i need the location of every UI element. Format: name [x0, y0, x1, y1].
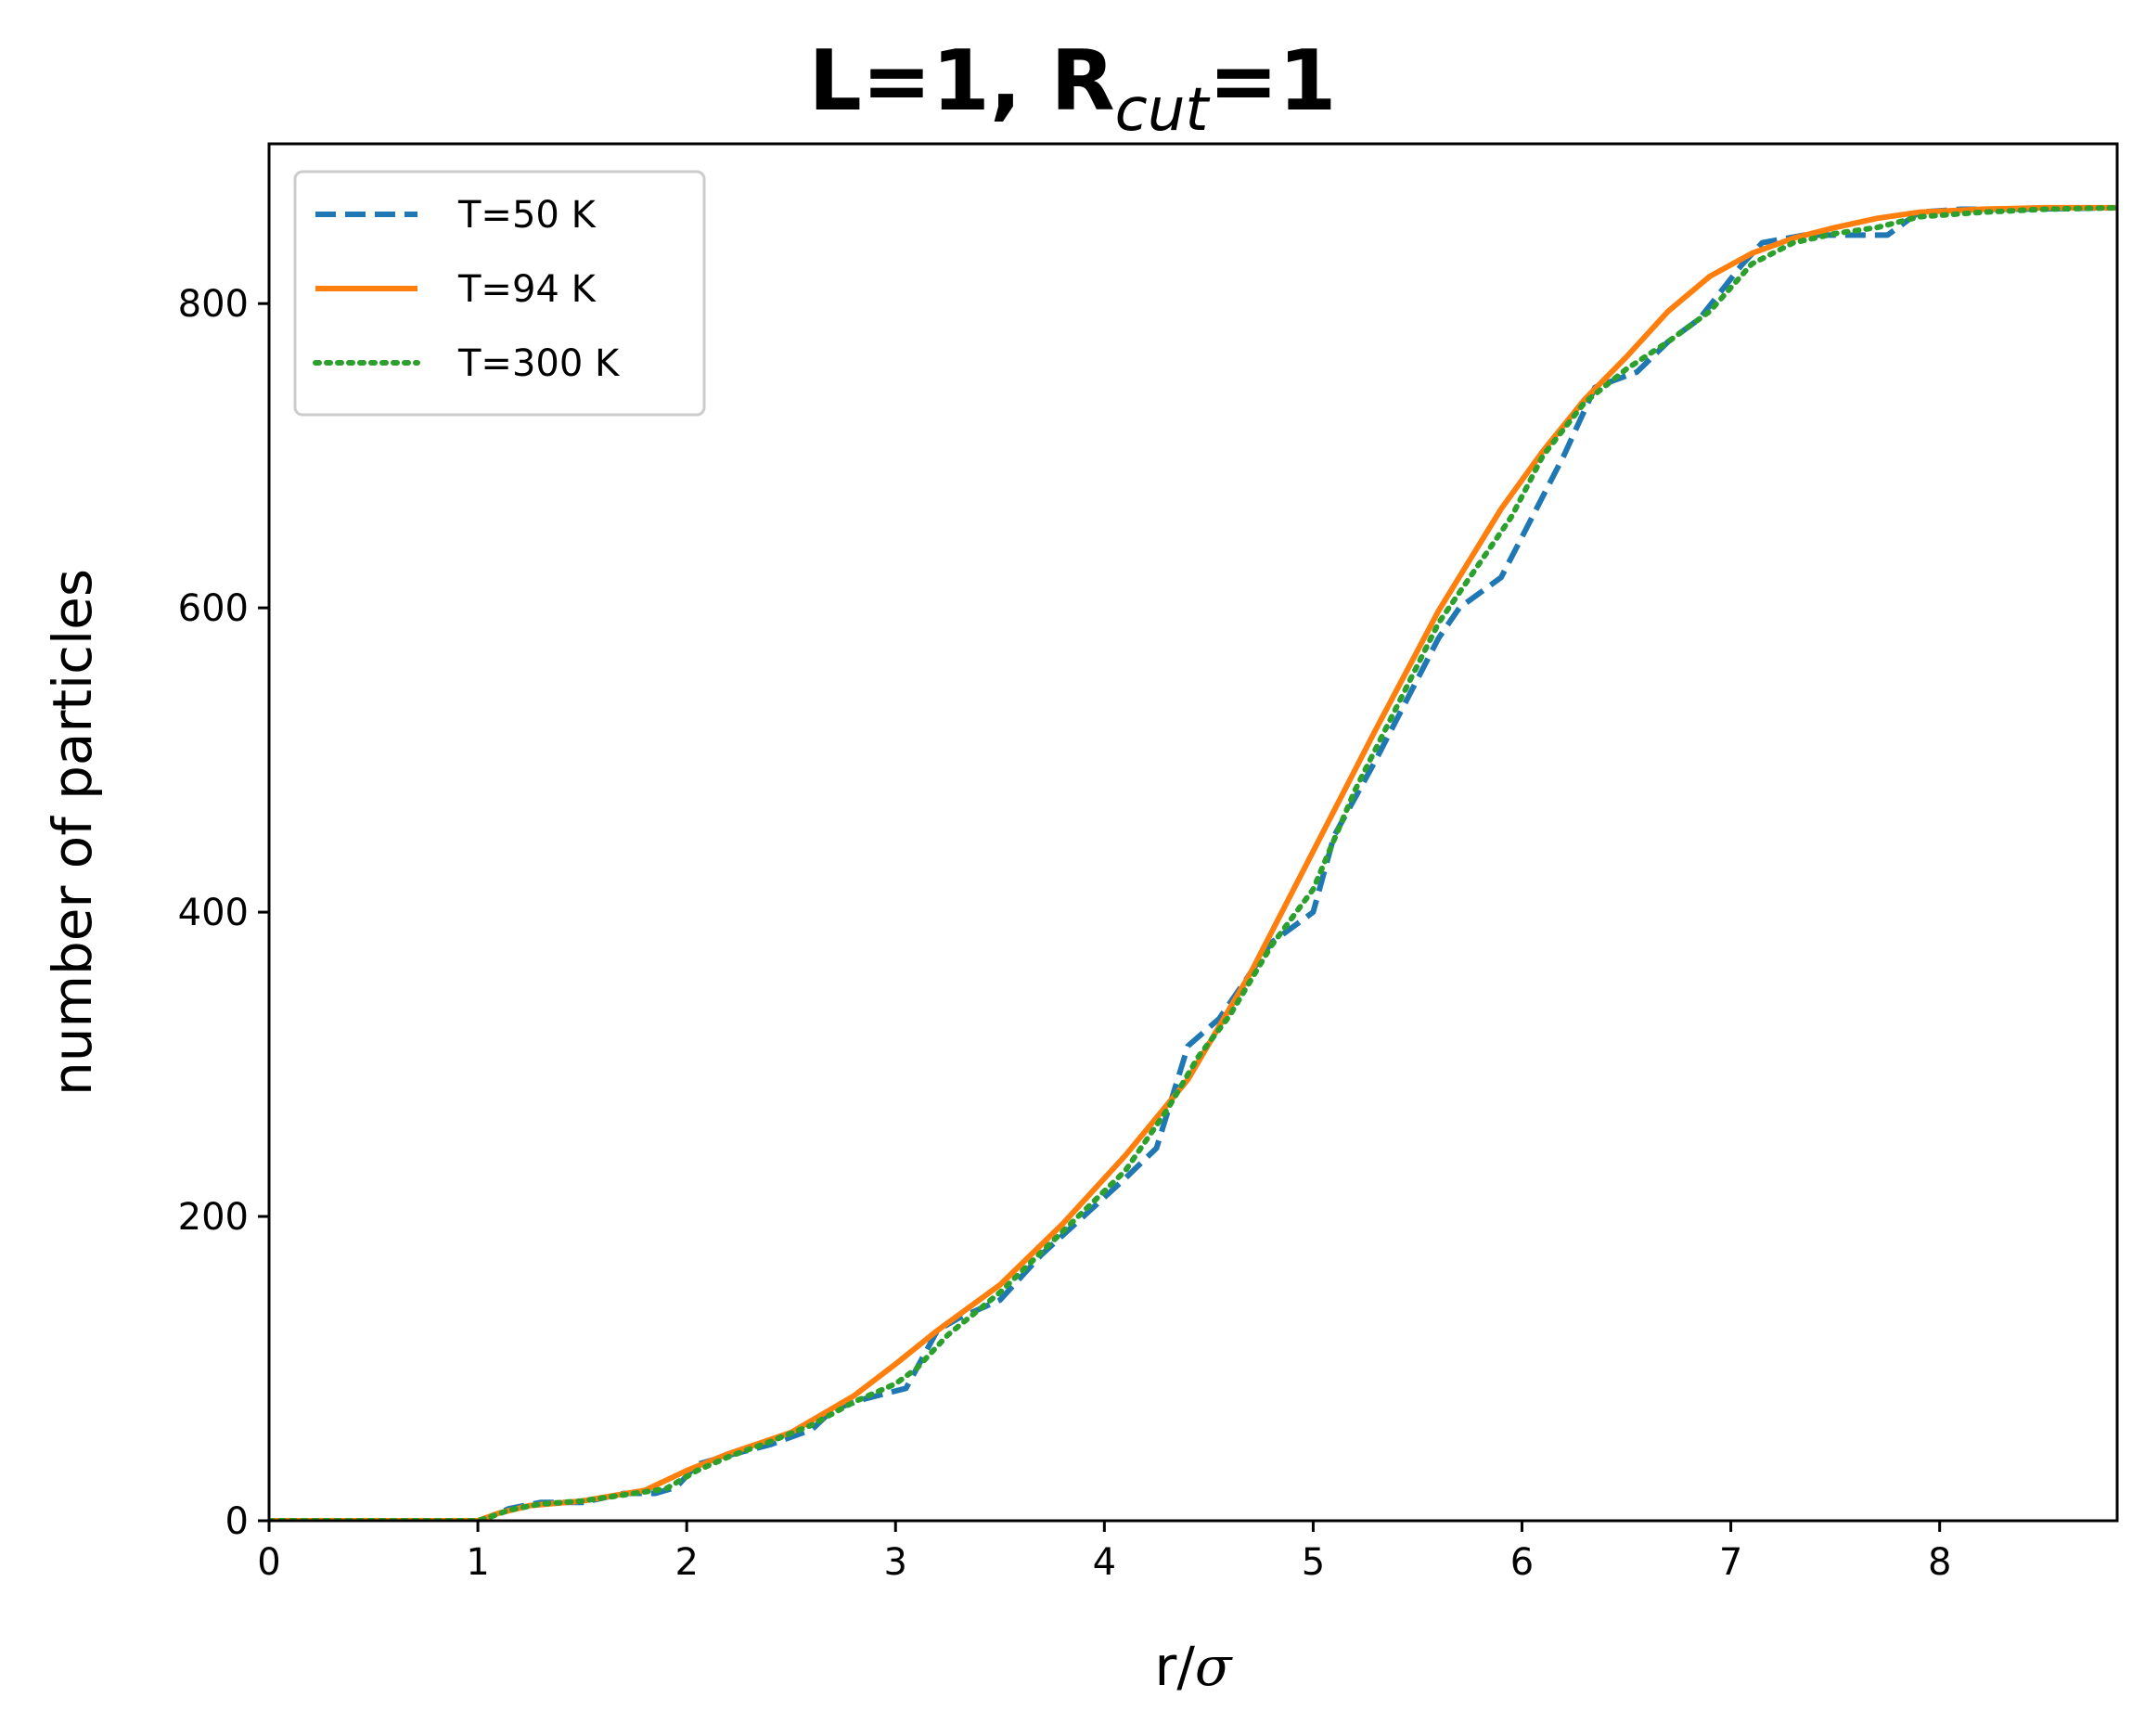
series-line-3 [269, 204, 2117, 1521]
x-axis-label: r/σ [1155, 1635, 1233, 1698]
y-tick-label: 800 [178, 283, 249, 326]
chart-title-subscript: cut [1115, 76, 1212, 145]
y-axis-label: number of particles [41, 569, 104, 1096]
x-tick-label: 8 [1928, 1541, 1951, 1584]
x-tick-label: 4 [1093, 1541, 1116, 1584]
x-axis-label-symbol: σ [1195, 1635, 1233, 1698]
series-layer [269, 204, 2117, 1521]
x-tick-label: 0 [257, 1541, 280, 1584]
legend-label-1: T=50 K [457, 194, 597, 237]
y-tick-label: 0 [225, 1500, 249, 1543]
x-tick-label: 7 [1719, 1541, 1742, 1584]
x-tick-label: 3 [884, 1541, 907, 1584]
x-tick-label: 1 [466, 1541, 489, 1584]
y-tick-label: 200 [178, 1196, 249, 1239]
x-tick-label: 5 [1302, 1541, 1325, 1584]
x-axis: 0 1 2 3 4 5 6 7 8 [257, 1521, 1951, 1584]
legend-box [293, 170, 706, 417]
series-line-2 [269, 204, 2117, 1521]
y-axis: 0 200 400 600 800 [178, 283, 269, 1543]
chart-title-main: L=1, R [808, 32, 1114, 130]
x-tick-label: 2 [674, 1541, 698, 1584]
y-tick-label: 600 [178, 587, 249, 630]
y-tick-label: 400 [178, 892, 249, 934]
legend-label-3: T=300 K [457, 342, 621, 385]
x-axis-label-prefix: r/ [1155, 1635, 1196, 1698]
legend: T=50 K T=94 K T=300 K [293, 170, 706, 417]
axes-frame [267, 142, 2119, 1523]
chart-title-suffix: =1 [1209, 32, 1337, 130]
chart-title: L=1, Rcut=1 [808, 32, 1336, 145]
x-tick-label: 6 [1510, 1541, 1534, 1584]
legend-label-2: T=94 K [457, 268, 597, 311]
